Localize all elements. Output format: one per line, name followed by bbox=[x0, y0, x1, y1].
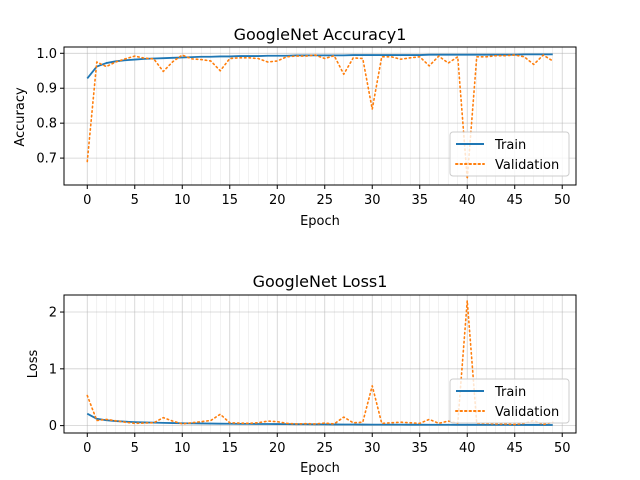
accuracy-chart: GoogleNet Accuracy1 Epoch Accuracy 0 5 10 1… bbox=[13, 25, 577, 229]
x-tick-label: 10 bbox=[174, 193, 191, 208]
y-tick-label: 0.8 bbox=[36, 117, 57, 132]
x-tick-label: 35 bbox=[411, 441, 428, 456]
x-tick-label: 30 bbox=[364, 441, 381, 456]
legend: Train Validation bbox=[449, 131, 570, 177]
y-tick-label: 0.7 bbox=[36, 152, 57, 167]
x-tick-label: 10 bbox=[174, 441, 191, 456]
x-tick-label: 30 bbox=[364, 193, 381, 208]
legend-label-train: Train bbox=[494, 385, 526, 400]
plot-frame bbox=[63, 46, 577, 186]
x-tick-label: 40 bbox=[459, 193, 476, 208]
x-tick-label: 5 bbox=[131, 193, 139, 208]
x-tick-label: 5 bbox=[131, 441, 139, 456]
y-axis-label: Accuracy bbox=[13, 87, 28, 147]
legend-label-validation: Validation bbox=[495, 158, 559, 173]
x-axis-label: Epoch bbox=[300, 461, 340, 476]
validation-series-line bbox=[86, 54, 554, 180]
train-series-line bbox=[86, 412, 553, 426]
x-tick-label: 25 bbox=[316, 193, 333, 208]
x-tick-label: 15 bbox=[221, 193, 238, 208]
legend-label-validation: Validation bbox=[495, 405, 559, 420]
x-tick-label: 35 bbox=[411, 193, 428, 208]
x-tick-label: 15 bbox=[221, 441, 238, 456]
series-group bbox=[86, 53, 554, 180]
legend: Train Validation bbox=[449, 378, 570, 424]
y-tick-label: 1 bbox=[49, 362, 57, 377]
legend-label-train: Train bbox=[494, 138, 526, 153]
y-tick-label: 1.0 bbox=[36, 47, 57, 62]
y-tick-label: 0 bbox=[49, 419, 57, 434]
x-tick-label: 45 bbox=[506, 193, 523, 208]
y-tick-label: 2 bbox=[49, 306, 57, 321]
x-tick-label: 20 bbox=[269, 193, 286, 208]
chart-title: GoogleNet Accuracy1 bbox=[234, 25, 407, 44]
x-tick-label: 20 bbox=[269, 441, 286, 456]
x-tick-label: 45 bbox=[506, 441, 523, 456]
chart-title: GoogleNet Loss1 bbox=[253, 272, 388, 291]
x-tick-label: 50 bbox=[554, 193, 571, 208]
x-tick-label: 50 bbox=[554, 441, 571, 456]
x-tick-label: 0 bbox=[83, 193, 91, 208]
loss-chart: GoogleNet Loss1 Epoch Loss 0 5 10 15 20 25 30 3… bbox=[26, 272, 577, 476]
y-axis-label: Loss bbox=[26, 350, 41, 379]
train-series-line bbox=[86, 53, 553, 80]
x-axis-label: Epoch bbox=[300, 214, 340, 229]
grid bbox=[64, 47, 576, 185]
tick-group: 0 5 10 15 20 25 30 35 40 45 50 0 1 2 bbox=[49, 306, 571, 456]
y-tick-label: 0.9 bbox=[36, 82, 57, 97]
x-tick-label: 40 bbox=[459, 441, 476, 456]
tick-group: 0 5 10 15 20 25 30 35 40 45 50 0.7 0.8 0.9 1.0 bbox=[36, 47, 570, 208]
x-tick-label: 0 bbox=[83, 441, 91, 456]
plot-frame bbox=[63, 294, 577, 434]
x-tick-label: 25 bbox=[316, 441, 333, 456]
